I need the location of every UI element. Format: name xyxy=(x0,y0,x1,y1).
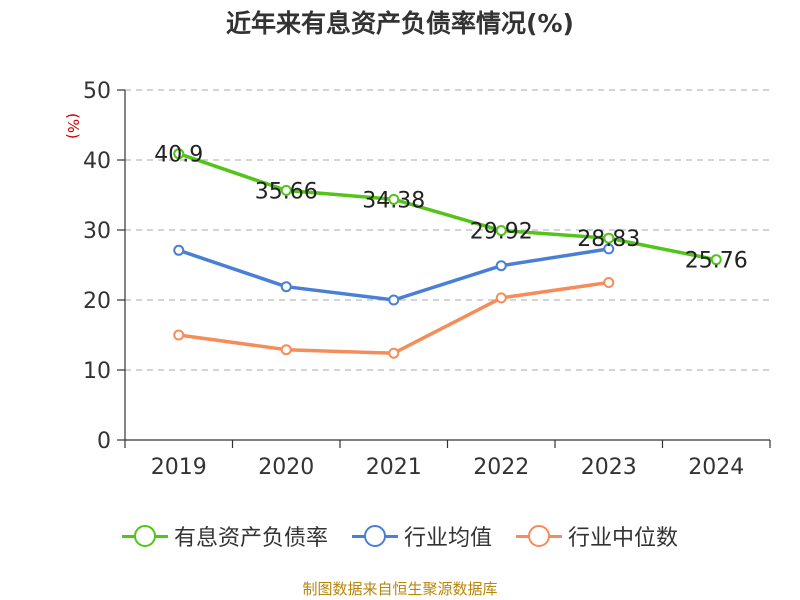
legend-item[interactable]: 行业均值 xyxy=(351,520,492,552)
data-point xyxy=(603,277,615,288)
data-point xyxy=(388,294,400,306)
legend-label: 有息资产负债率 xyxy=(173,526,328,551)
chart-title: 近年来有息资产负债率情况(%) xyxy=(226,9,574,38)
x-tick-label: 2020 xyxy=(258,455,314,480)
data-point xyxy=(495,292,507,304)
data-label: 35.66 xyxy=(255,179,318,204)
series-line xyxy=(178,280,609,355)
y-tick-label: 0 xyxy=(97,429,111,454)
chart-legend: 有息资产负债率 行业均值 行业中位数 xyxy=(0,520,800,552)
data-point xyxy=(388,347,400,359)
legend-swatch xyxy=(121,524,168,548)
data-label: 29.92 xyxy=(470,220,533,245)
y-axis-label: (%) xyxy=(64,113,82,139)
data-source: 制图数据来自恒生聚源数据库 xyxy=(302,580,498,598)
legend-item[interactable]: 行业中位数 xyxy=(516,520,678,552)
data-point xyxy=(603,232,615,244)
y-tick-label: 20 xyxy=(83,289,111,314)
data-point xyxy=(280,281,292,293)
y-tick-label: 10 xyxy=(83,359,111,384)
data-label: 40.9 xyxy=(154,143,203,168)
x-tick-label: 2023 xyxy=(581,455,637,480)
data-point xyxy=(603,243,615,255)
series-line xyxy=(178,152,717,262)
x-tick-label: 2021 xyxy=(366,455,422,480)
data-point xyxy=(710,254,722,266)
y-tick-label: 30 xyxy=(83,219,111,244)
data-point xyxy=(173,244,185,256)
x-tick-label: 2022 xyxy=(473,455,529,480)
legend-item[interactable]: 有息资产负债率 xyxy=(121,520,328,552)
data-point xyxy=(280,344,292,356)
legend-label: 行业中位数 xyxy=(568,526,679,551)
legend-swatch xyxy=(351,524,398,548)
data-point xyxy=(280,184,292,196)
data-label: 34.38 xyxy=(362,188,425,213)
y-tick-label: 40 xyxy=(83,149,111,174)
data-point xyxy=(173,329,185,341)
data-point xyxy=(173,148,185,160)
data-label: 28.83 xyxy=(577,227,640,252)
data-point xyxy=(495,225,507,237)
data-point xyxy=(388,193,400,205)
x-tick-label: 2019 xyxy=(151,455,207,480)
y-tick-label: 50 xyxy=(83,79,111,104)
data-point xyxy=(495,260,507,272)
data-label: 25.76 xyxy=(685,249,748,274)
legend-swatch xyxy=(516,524,562,548)
legend-label: 行业均值 xyxy=(403,526,492,551)
x-tick-label: 2024 xyxy=(688,455,744,480)
